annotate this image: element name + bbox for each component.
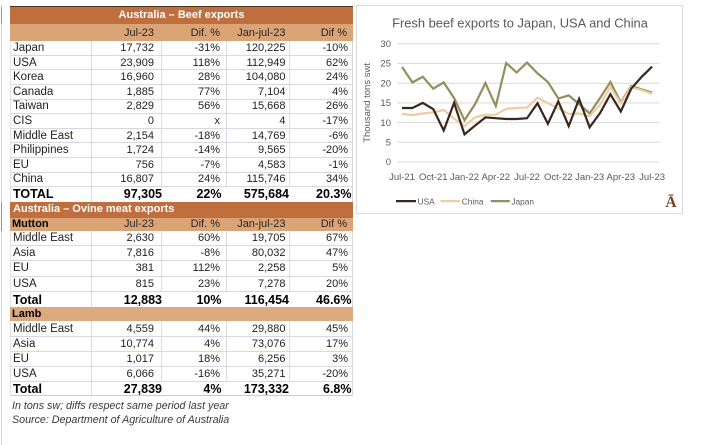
svg-text:Apr-23: Apr-23	[607, 172, 636, 183]
svg-text:USA: USA	[418, 196, 436, 206]
svg-text:15: 15	[380, 98, 391, 109]
svg-text:Jul-21: Jul-21	[389, 172, 415, 183]
svg-text:Jan-23: Jan-23	[575, 172, 604, 183]
svg-text:5: 5	[386, 138, 391, 149]
svg-text:Fresh beef exports to Japan, U: Fresh beef exports to Japan, USA and Chi…	[392, 16, 649, 31]
svg-text:Oct-21: Oct-21	[419, 172, 448, 183]
svg-text:Ā: Ā	[665, 194, 677, 211]
svg-text:China: China	[462, 196, 484, 206]
svg-text:Jul-23: Jul-23	[639, 172, 665, 183]
svg-text:0: 0	[386, 157, 391, 168]
svg-text:Oct-22: Oct-22	[544, 172, 573, 183]
svg-text:20: 20	[380, 78, 391, 89]
svg-text:Jul-22: Jul-22	[514, 172, 540, 183]
svg-text:Apr-22: Apr-22	[482, 172, 511, 183]
svg-text:Jan-22: Jan-22	[450, 172, 479, 183]
svg-text:Thousand tons swt: Thousand tons swt	[362, 63, 373, 143]
svg-text:30: 30	[380, 39, 391, 50]
svg-text:25: 25	[380, 59, 391, 70]
svg-text:10: 10	[380, 118, 391, 129]
svg-text:Japan: Japan	[511, 196, 534, 206]
